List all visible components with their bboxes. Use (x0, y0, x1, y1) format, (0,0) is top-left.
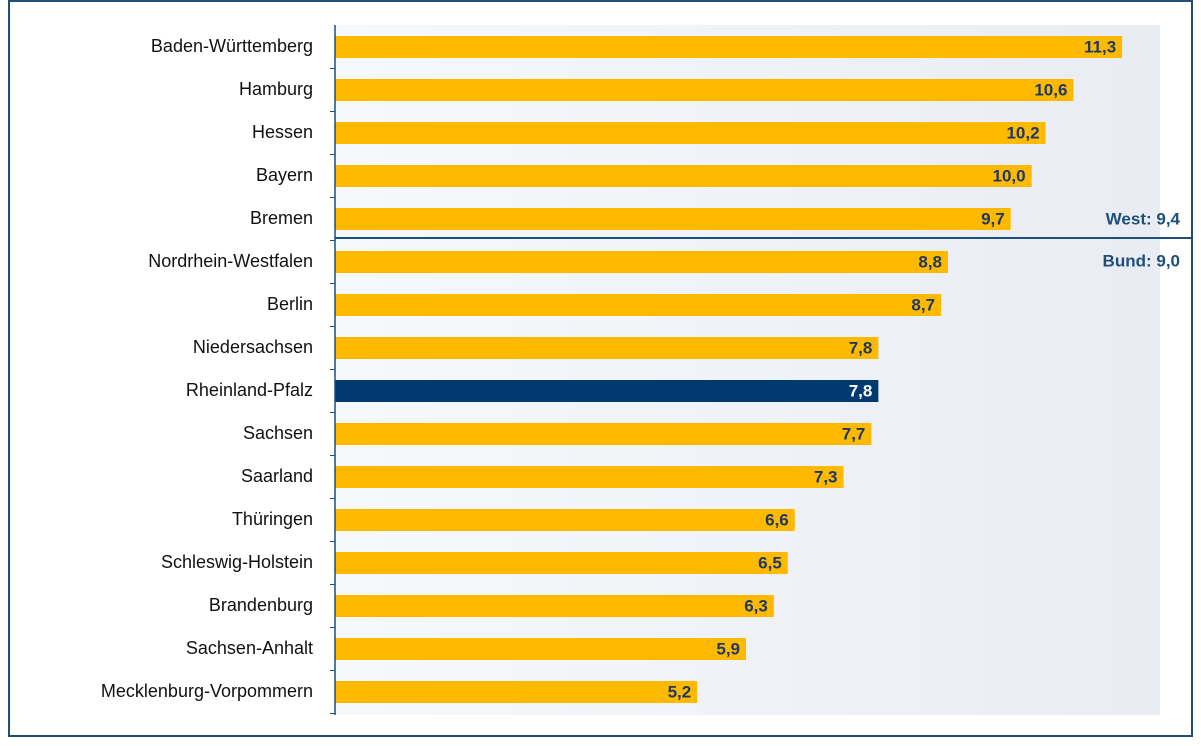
category-label: Hessen (252, 122, 313, 142)
bar (335, 380, 879, 402)
category-label: Sachsen-Anhalt (186, 638, 313, 658)
category-label: Hamburg (239, 79, 313, 99)
value-label: 10,2 (1006, 123, 1039, 142)
bar (335, 36, 1123, 58)
value-label: 7,3 (814, 467, 838, 486)
value-label: 7,8 (849, 338, 873, 357)
value-label: 8,8 (918, 252, 942, 271)
category-label: Bremen (250, 208, 313, 228)
category-label: Schleswig-Holstein (161, 552, 313, 572)
value-label: 7,7 (842, 424, 866, 443)
value-label: 6,6 (765, 510, 789, 529)
annotation: Bund: 9,0 (1103, 251, 1180, 270)
value-label: 9,7 (981, 209, 1005, 228)
bar (335, 681, 698, 703)
category-label: Nordrhein-Westfalen (148, 251, 313, 271)
value-label: 7,8 (849, 381, 873, 400)
category-label: Thüringen (232, 509, 313, 529)
category-label: Saarland (241, 466, 313, 486)
value-label: 6,3 (744, 596, 768, 615)
bar (335, 466, 844, 488)
category-label: Rheinland-Pfalz (186, 380, 313, 400)
bar (335, 294, 942, 316)
bar (335, 251, 949, 273)
value-label: 10,0 (993, 166, 1026, 185)
bar (335, 165, 1032, 187)
bar (335, 208, 1011, 230)
bar (335, 122, 1046, 144)
value-label: 8,7 (911, 295, 935, 314)
category-label: Niedersachsen (193, 337, 313, 357)
annotation: West: 9,4 (1106, 209, 1181, 228)
value-label: 6,5 (758, 553, 782, 572)
value-label: 10,6 (1034, 80, 1067, 99)
value-label: 5,9 (716, 639, 740, 658)
bar (335, 337, 879, 359)
bar (335, 79, 1074, 101)
bar (335, 509, 795, 531)
category-label: Sachsen (243, 423, 313, 443)
value-label: 5,2 (668, 682, 692, 701)
bar (335, 423, 872, 445)
category-label: Bayern (256, 165, 313, 185)
category-label: Baden-Württemberg (151, 36, 313, 56)
value-label: 11,3 (1084, 37, 1116, 56)
category-label: Brandenburg (209, 595, 313, 615)
bar (335, 638, 746, 660)
bar (335, 552, 788, 574)
bar (335, 595, 774, 617)
category-label: Berlin (267, 294, 313, 314)
category-label: Mecklenburg-Vorpommern (101, 681, 313, 701)
